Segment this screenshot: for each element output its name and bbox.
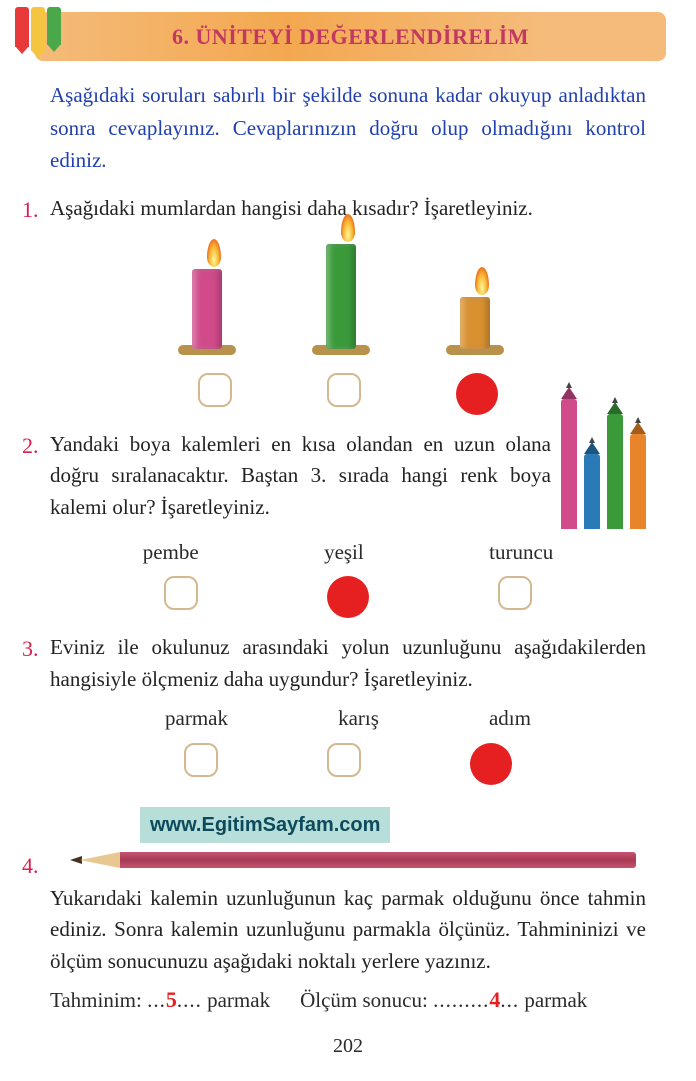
checkbox-option-selected[interactable] <box>470 743 512 785</box>
question-number: 1. <box>22 193 39 226</box>
pencil-icon <box>630 434 646 529</box>
decor-pencil-icon <box>15 7 29 47</box>
guess-label: Tahminim: <box>50 988 147 1012</box>
candle-option <box>192 269 236 365</box>
candle-row <box>50 244 646 365</box>
question-text: Yandaki boya kalemleri en kısa olandan e… <box>50 429 551 524</box>
pencil-icon <box>607 414 623 529</box>
pencil-tip <box>80 852 120 868</box>
option-label: pembe <box>143 537 199 569</box>
intro-text: Aşağıdaki soruları sabırlı bir şekilde s… <box>50 79 646 177</box>
candle-body <box>192 269 222 349</box>
candle-icon <box>326 244 370 355</box>
guess-field: Tahminim: ...5.... parmak <box>50 983 270 1017</box>
result-field: Ölçüm sonucu: .........4... parmak <box>300 983 587 1017</box>
q2-options: pembe yeşil turuncu <box>80 537 616 569</box>
question-number: 4. <box>22 849 39 882</box>
question-4: 4. Yukarıdaki kalemin uzunluğunun kaç pa… <box>50 849 646 1017</box>
checkbox-option[interactable] <box>164 576 198 610</box>
option-label: turuncu <box>489 537 553 569</box>
q3-checkboxes <box>130 743 566 785</box>
checkbox-option[interactable] <box>498 576 532 610</box>
guess-unit: parmak <box>202 988 270 1012</box>
question-3: 3. Eviniz ile okulunuz arasındaki yolun … <box>50 632 646 785</box>
question-number: 3. <box>22 632 39 665</box>
question-2: 2. Yandaki boya kalemleri en kısa olanda… <box>50 429 646 619</box>
header-decor <box>15 7 61 51</box>
checkbox-option-selected[interactable] <box>327 576 369 618</box>
guess-answer: 5 <box>166 987 177 1012</box>
pencil-icon <box>584 454 600 529</box>
decor-pencil-icon <box>47 7 61 45</box>
flame-icon <box>207 239 221 267</box>
result-label: Ölçüm sonucu: <box>300 988 433 1012</box>
option-label: karış <box>338 703 379 735</box>
flame-icon <box>341 214 355 242</box>
decor-pencil-icon <box>31 7 45 51</box>
q3-options: parmak karış adım <box>110 703 586 735</box>
option-label: adım <box>489 703 531 735</box>
answer-row: Tahminim: ...5.... parmak Ölçüm sonucu: … <box>50 983 646 1017</box>
checkbox-option[interactable] <box>184 743 218 777</box>
candle-icon <box>192 269 236 355</box>
result-unit: parmak <box>519 988 587 1012</box>
candle-option <box>460 297 504 365</box>
checkbox-option[interactable] <box>327 743 361 777</box>
candle-body <box>326 244 356 349</box>
checkbox-option[interactable] <box>198 373 232 407</box>
option-label: parmak <box>165 703 228 735</box>
result-answer: 4 <box>489 987 500 1012</box>
option-label: yeşil <box>324 537 364 569</box>
question-number: 2. <box>22 429 39 462</box>
candle-option <box>326 244 370 365</box>
question-text: Eviniz ile okulunuz arasındaki yolun uzu… <box>50 632 646 695</box>
page-number: 202 <box>50 1031 646 1061</box>
q2-checkboxes <box>100 576 596 618</box>
page-title: 6. ÜNİTEYİ DEĞERLENDİRELİM <box>45 20 656 53</box>
unit-header: 6. ÜNİTEYİ DEĞERLENDİRELİM <box>35 12 666 61</box>
watermark: www.EgitimSayfam.com <box>140 807 390 843</box>
question-text: Yukarıdaki kalemin uzunluğunun kaç parma… <box>50 883 646 978</box>
pencil-icon <box>561 399 577 529</box>
candle-body <box>460 297 490 349</box>
long-pencil-icon <box>50 849 636 871</box>
dots: ......... <box>433 988 489 1012</box>
dots: .... <box>177 988 202 1012</box>
pencil-body <box>120 852 636 868</box>
flame-icon <box>475 267 489 295</box>
pencil-group <box>561 399 646 529</box>
candle-icon <box>460 297 504 355</box>
q1-checkboxes <box>50 373 646 415</box>
checkbox-option-selected[interactable] <box>456 373 498 415</box>
checkbox-option[interactable] <box>327 373 361 407</box>
question-1: 1. Aşağıdaki mumlardan hangisi daha kısa… <box>50 193 646 415</box>
